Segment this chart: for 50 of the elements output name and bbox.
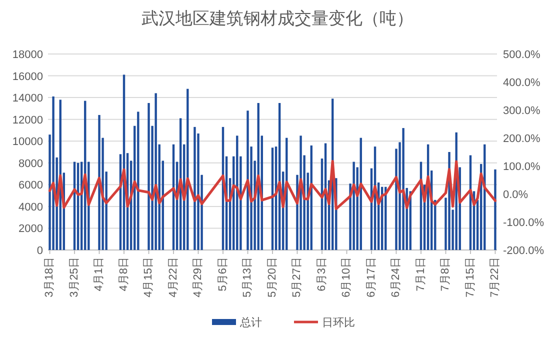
x-tick-label: 3月18日 — [44, 257, 56, 298]
bar — [352, 162, 355, 250]
x-tick-label: 5月13日 — [242, 257, 254, 298]
y2-tick-label: 500.0% — [503, 49, 541, 61]
x-tick-label: 4月8日 — [118, 257, 130, 292]
y-tick-label: 14000 — [12, 92, 43, 105]
bar — [494, 169, 496, 250]
y-tick-label: 18000 — [12, 49, 43, 61]
legend-label: 总计 — [239, 316, 262, 329]
y2-tick-label: -100.0% — [503, 217, 544, 229]
y-tick-label: 16000 — [12, 70, 43, 83]
y-tick-label: 10000 — [12, 136, 43, 148]
bar — [154, 93, 157, 250]
y2-tick-label: -200.0% — [503, 245, 544, 257]
bar — [402, 128, 404, 250]
bar — [98, 114, 100, 250]
x-tick-label: 4月29日 — [192, 257, 204, 298]
x-tick-label: 7月1日 — [414, 257, 427, 292]
x-tick-label: 5月20日 — [266, 257, 278, 298]
y2-tick-label: 300.0% — [503, 105, 541, 117]
y-tick-label: 4000 — [18, 201, 43, 214]
y2-tick-label: 100.0% — [503, 161, 541, 173]
y-tick-label: 12000 — [12, 114, 43, 126]
x-tick-label: 6月3日 — [316, 257, 328, 292]
y2-tick-label: 400.0% — [503, 77, 541, 89]
x-tick-label: 5月6日 — [216, 257, 229, 292]
x-tick-label: 4月1日 — [93, 257, 106, 292]
bar — [52, 96, 54, 250]
bar — [148, 103, 150, 250]
x-tick-label: 5月27日 — [291, 257, 304, 298]
line-series — [48, 160, 497, 210]
legend-label: 日环比 — [322, 316, 355, 329]
x-tick-label: 4月15日 — [142, 257, 155, 298]
y2-tick-label: 0.0% — [503, 189, 528, 201]
x-tick-label: 4月22日 — [167, 257, 180, 298]
x-tick-label: 7月8日 — [440, 257, 452, 292]
bar — [194, 126, 196, 250]
x-tick-label: 6月17日 — [365, 257, 378, 298]
y-tick-label: 6000 — [18, 180, 43, 192]
x-tick-label: 6月10日 — [340, 257, 353, 298]
x-tick-label: 7月15日 — [464, 257, 476, 298]
x-tick-label: 6月24日 — [390, 257, 402, 298]
chart-title: 武汉地区建筑钢材成交量变化（吨） — [142, 9, 414, 28]
x-tick-label: 7月22日 — [489, 257, 502, 298]
bar — [246, 110, 249, 250]
y-tick-label: 0 — [36, 245, 43, 257]
y-tick-label: 2000 — [18, 223, 43, 236]
x-tick-label: 3月25日 — [68, 257, 80, 298]
y2-tick-label: 200.0% — [503, 133, 541, 145]
y-tick-label: 8000 — [18, 158, 43, 170]
